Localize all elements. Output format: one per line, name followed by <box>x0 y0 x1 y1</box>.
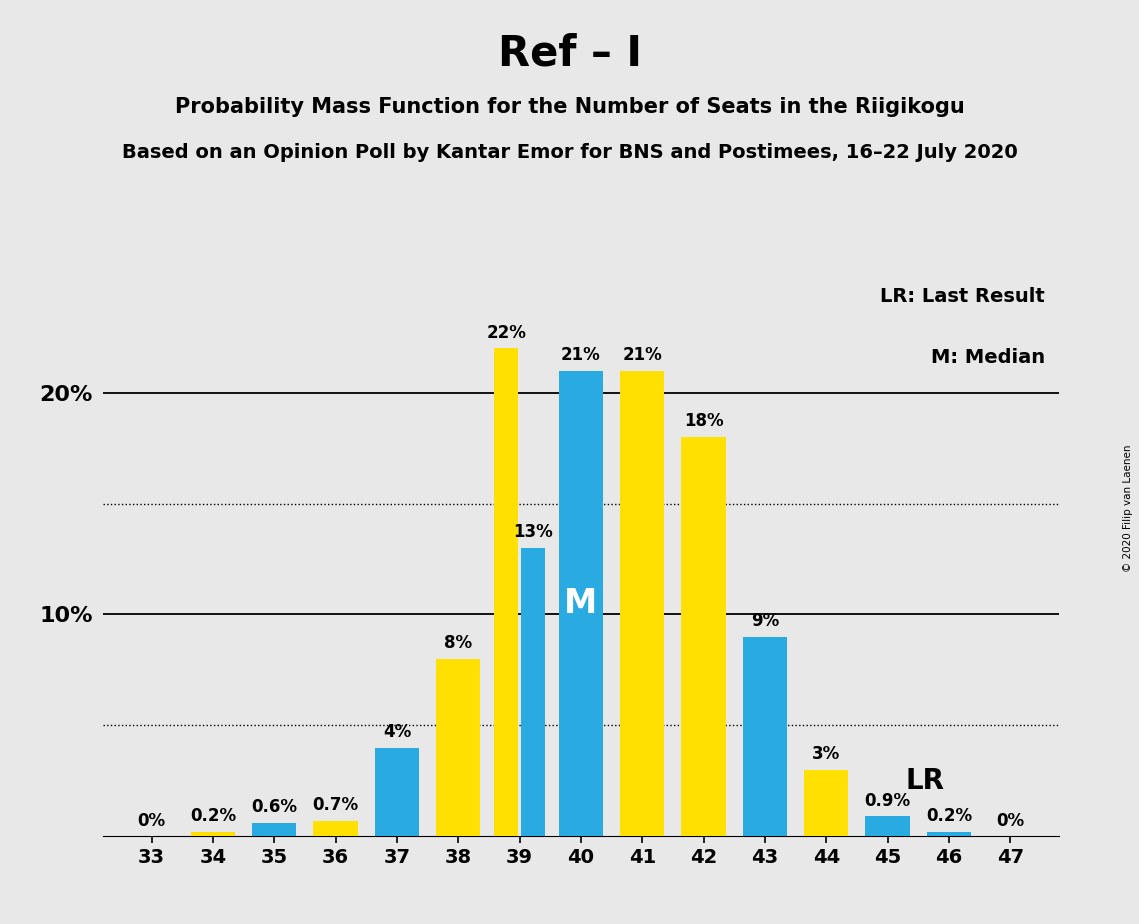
Text: 0.7%: 0.7% <box>312 796 359 814</box>
Text: 4%: 4% <box>383 723 411 741</box>
Bar <box>559 371 603 836</box>
Text: 22%: 22% <box>486 323 526 342</box>
Bar <box>743 637 787 836</box>
Text: Based on an Opinion Poll by Kantar Emor for BNS and Postimees, 16–22 July 2020: Based on an Opinion Poll by Kantar Emor … <box>122 143 1017 163</box>
Text: 0.2%: 0.2% <box>190 808 236 825</box>
Bar <box>866 816 910 836</box>
Text: 0.6%: 0.6% <box>252 798 297 816</box>
Text: © 2020 Filip van Laenen: © 2020 Filip van Laenen <box>1123 444 1133 572</box>
Bar <box>252 823 296 836</box>
Text: 9%: 9% <box>751 612 779 630</box>
Text: Ref – I: Ref – I <box>498 32 641 74</box>
Text: 21%: 21% <box>562 346 600 364</box>
Text: M: M <box>564 587 598 620</box>
Bar <box>620 371 664 836</box>
Text: M: Median: M: Median <box>931 348 1044 368</box>
Text: 0.2%: 0.2% <box>926 808 972 825</box>
Text: 0%: 0% <box>997 811 1024 830</box>
Text: Probability Mass Function for the Number of Seats in the Riigikogu: Probability Mass Function for the Number… <box>174 97 965 117</box>
Text: 0.9%: 0.9% <box>865 792 910 809</box>
Text: 0%: 0% <box>138 811 165 830</box>
Bar <box>313 821 358 836</box>
Bar <box>191 832 235 836</box>
Text: 18%: 18% <box>683 412 723 431</box>
Text: 8%: 8% <box>444 634 473 652</box>
Bar <box>375 748 419 836</box>
Bar <box>804 770 849 836</box>
Bar <box>494 348 518 836</box>
Text: 3%: 3% <box>812 745 841 763</box>
Bar <box>681 437 726 836</box>
Bar <box>436 659 481 836</box>
Bar <box>927 832 970 836</box>
Bar <box>522 548 544 836</box>
Text: LR: Last Result: LR: Last Result <box>880 287 1044 307</box>
Text: 13%: 13% <box>514 523 552 541</box>
Text: LR: LR <box>906 767 945 795</box>
Text: 21%: 21% <box>622 346 662 364</box>
